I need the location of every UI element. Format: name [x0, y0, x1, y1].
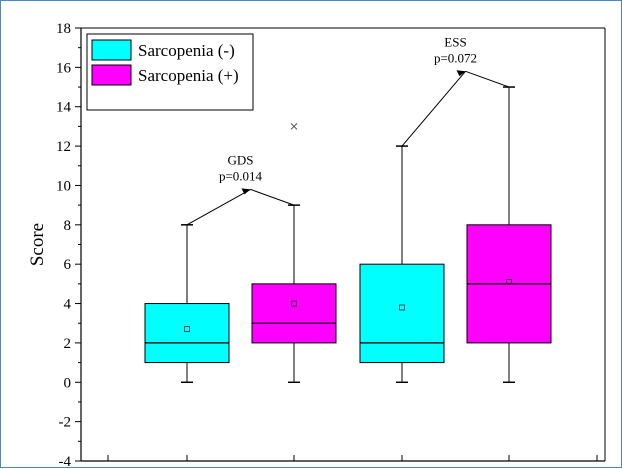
significance-line-right — [465, 70, 510, 88]
y-tick-label: 2 — [64, 336, 72, 352]
y-tick-label: 4 — [64, 297, 72, 313]
significance-arrowhead — [456, 70, 466, 77]
y-tick-label: -2 — [59, 415, 72, 431]
legend: Sarcopenia (-) Sarcopenia (+) — [86, 33, 254, 111]
significance-line-right — [250, 188, 295, 206]
iqr-box — [359, 263, 445, 364]
y-axis-label: Score — [27, 223, 48, 266]
box-ess-neg — [359, 145, 445, 384]
box-gds-neg — [144, 224, 230, 384]
mean-marker — [184, 326, 190, 333]
iqr-box — [251, 283, 337, 344]
mean-marker — [291, 300, 297, 307]
legend-swatch — [91, 39, 132, 61]
mean-marker — [399, 304, 405, 311]
legend-swatch — [91, 64, 132, 86]
iqr-box — [144, 303, 230, 364]
box-ess-pos — [466, 86, 552, 384]
significance-line-left — [401, 70, 466, 147]
y-tick-label: 10 — [56, 178, 71, 194]
y-tick-label: -4 — [59, 454, 72, 469]
annotation-label: ESS — [444, 34, 466, 49]
y-tick-label: 14 — [56, 100, 72, 116]
annotation-p-value: p=0.072 — [434, 50, 477, 65]
y-tick-label: 6 — [64, 257, 72, 273]
y-tick-label: 18 — [56, 21, 71, 37]
annotation-label: GDS — [227, 152, 253, 167]
mean-marker — [506, 278, 512, 285]
y-tick-label: 8 — [64, 218, 72, 234]
y-tick-label: 12 — [56, 139, 71, 155]
significance-line-left — [186, 188, 251, 226]
y-tick-label: 0 — [64, 375, 72, 391]
significance-arrowhead — [241, 188, 251, 195]
box-gds-pos — [251, 123, 337, 384]
legend-label: Sarcopenia (+) — [138, 66, 239, 85]
annotation-p-value: p=0.014 — [219, 168, 263, 183]
legend-label: Sarcopenia (-) — [138, 41, 235, 60]
outlier-marker — [290, 123, 298, 130]
y-tick-label: 16 — [56, 60, 72, 76]
